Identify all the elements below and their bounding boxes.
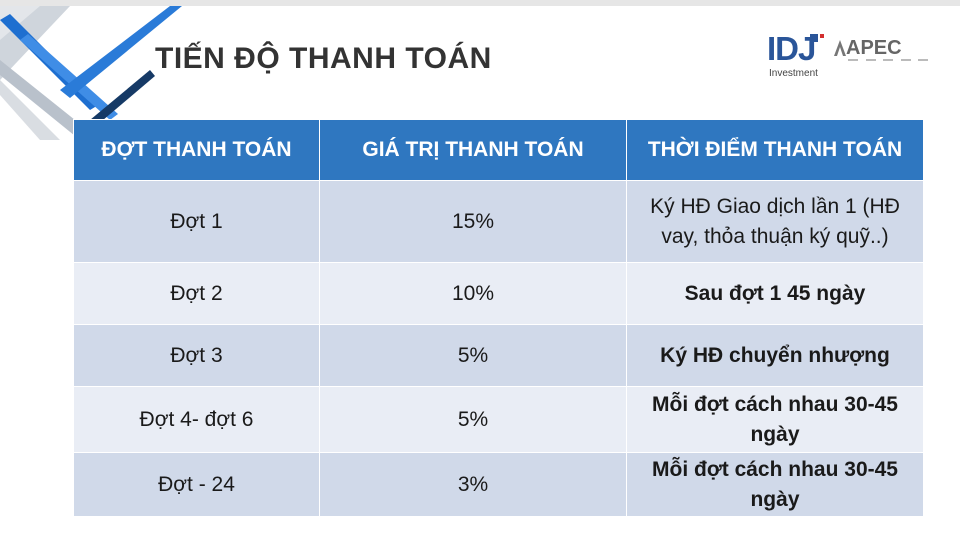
column-header-timing: THỜI ĐIỂM THANH TOÁN <box>626 119 924 181</box>
table-row: Đợt 3 5% Ký HĐ chuyển nhượng <box>73 324 924 387</box>
cell-phase: Đợt 1 <box>73 180 320 263</box>
idj-logo-mark <box>810 34 818 42</box>
idj-logo-accent <box>820 34 824 38</box>
table-row: Đợt 2 10% Sau đợt 1 45 ngày <box>73 262 924 325</box>
idj-logo: IDJ Investment <box>765 28 827 80</box>
table-row: Đợt 4- đợt 6 5% Mỗi đợt cách nhau 30-45 … <box>73 386 924 453</box>
apec-logo-mark <box>834 40 846 56</box>
cell-timing: Sau đợt 1 45 ngày <box>626 262 924 325</box>
table-row: Đợt - 24 3% Mỗi đợt cách nhau 30-45 ngày <box>73 452 924 517</box>
cell-timing: Ký HĐ Giao dịch lần 1 (HĐ vay, thỏa thuậ… <box>626 180 924 263</box>
decorative-corner-graphic <box>0 6 182 140</box>
cell-phase: Đợt 2 <box>73 262 320 325</box>
payment-schedule-table: ĐỢT THANH TOÁN GIÁ TRỊ THANH TOÁN THỜI Đ… <box>73 119 924 517</box>
page-title: TIẾN ĐỘ THANH TOÁN <box>155 42 492 75</box>
cell-value: 5% <box>319 324 627 387</box>
cell-value: 3% <box>319 452 627 517</box>
column-header-phase: ĐỢT THANH TOÁN <box>73 119 320 181</box>
idj-logo-subtitle: Investment <box>769 68 818 79</box>
column-header-value: GIÁ TRỊ THANH TOÁN <box>319 119 627 181</box>
table-row: Đợt 1 15% Ký HĐ Giao dịch lần 1 (HĐ vay,… <box>73 180 924 263</box>
cell-timing: Ký HĐ chuyển nhượng <box>626 324 924 387</box>
idj-logo-text: IDJ <box>767 30 816 67</box>
cell-phase: Đợt 4- đợt 6 <box>73 386 320 453</box>
cell-phase: Đợt - 24 <box>73 452 320 517</box>
apec-logo: APEC <box>834 37 934 67</box>
cell-timing: Mỗi đợt cách nhau 30-45 ngày <box>626 386 924 453</box>
cell-value: 10% <box>319 262 627 325</box>
table-header-row: ĐỢT THANH TOÁN GIÁ TRỊ THANH TOÁN THỜI Đ… <box>73 119 924 181</box>
cell-value: 15% <box>319 180 627 263</box>
cell-phase: Đợt 3 <box>73 324 320 387</box>
apec-logo-underline <box>848 59 928 63</box>
slide-top-border <box>0 0 960 6</box>
cell-timing: Mỗi đợt cách nhau 30-45 ngày <box>626 452 924 517</box>
apec-logo-text: APEC <box>846 37 902 59</box>
cell-value: 5% <box>319 386 627 453</box>
